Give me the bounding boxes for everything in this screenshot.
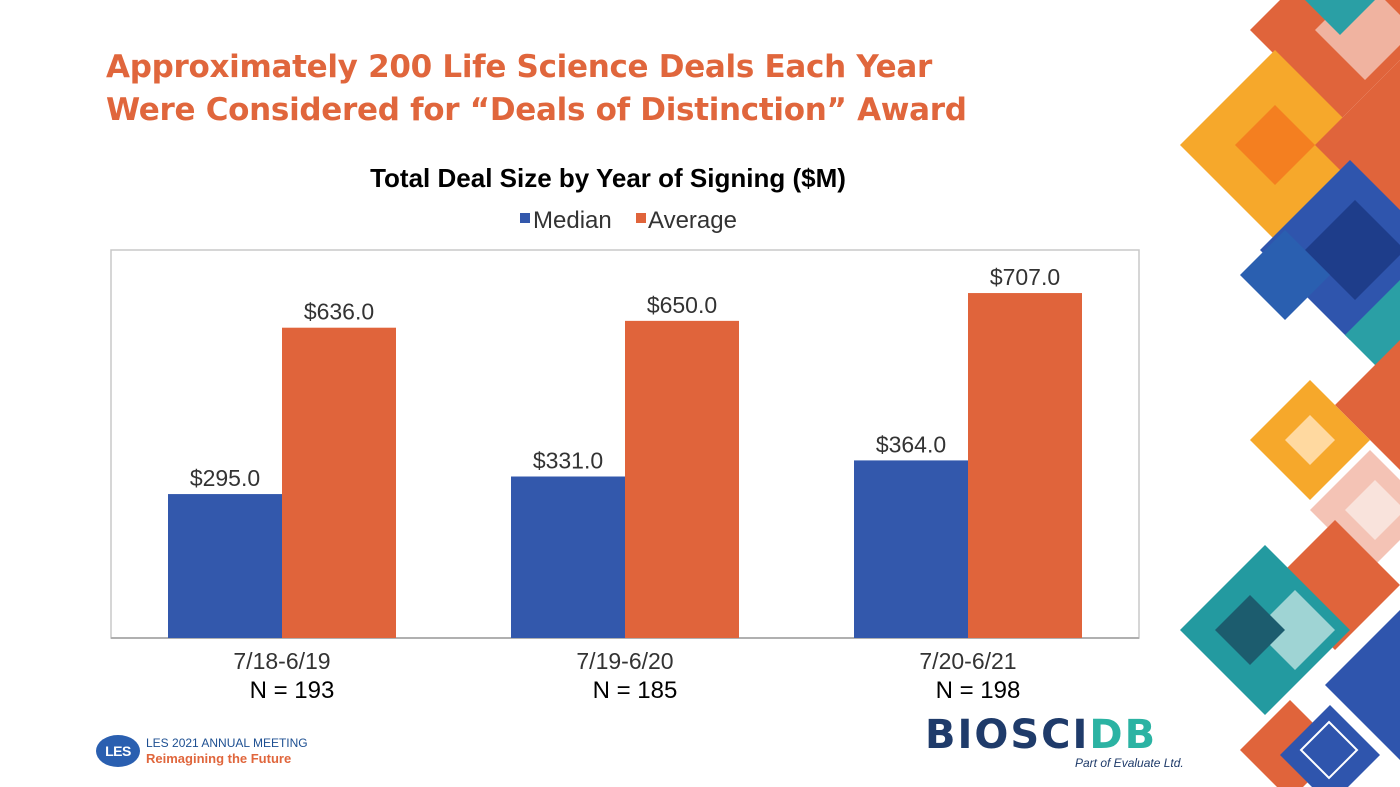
les-tagline: Reimagining the Future xyxy=(146,751,292,766)
logo-bio-text: BIOSCI xyxy=(925,712,1090,758)
les-meeting-name: LES 2021 ANNUAL MEETING xyxy=(146,736,308,750)
data-label-median-1: $295.0 xyxy=(190,465,260,491)
legend-label-median: Median xyxy=(533,207,612,234)
legend: Median Average xyxy=(520,207,737,234)
bars-layer: $295.0 $636.0 7/18-6/19 N = 193 $331.0 $650.0… xyxy=(168,264,1082,704)
bioscidb-logo: BIOSCIDB Part of Evaluate Ltd. xyxy=(925,712,1225,774)
bar-average-1 xyxy=(282,327,396,638)
sample-size-label-3: N = 198 xyxy=(936,677,1021,704)
data-label-average-1: $636.0 xyxy=(304,299,374,325)
logo-subtitle: Part of Evaluate Ltd. xyxy=(1075,756,1184,770)
x-tick-label-2: 7/19-6/20 xyxy=(576,648,673,674)
data-label-median-3: $364.0 xyxy=(876,431,946,457)
bar-average-3 xyxy=(968,293,1082,638)
legend-label-average: Average xyxy=(648,207,737,234)
bar-median-3 xyxy=(854,460,968,638)
legend-swatch-median xyxy=(520,213,530,223)
bar-median-1 xyxy=(168,494,282,638)
slide-title-line-1: Approximately 200 Life Science Deals Eac… xyxy=(106,49,932,85)
bar-median-2 xyxy=(511,476,625,638)
bar-average-2 xyxy=(625,320,739,638)
les-text-block: LES 2021 ANNUAL MEETING Reimagining the … xyxy=(146,735,308,767)
data-label-average-2: $650.0 xyxy=(647,292,717,318)
data-label-average-3: $707.0 xyxy=(990,264,1060,290)
logo-db-text: DB xyxy=(1089,712,1158,758)
slide-title: Approximately 200 Life Science Deals Eac… xyxy=(106,46,1106,132)
chart-title: Total Deal Size by Year of Signing ($M) xyxy=(370,163,846,193)
sample-size-label-2: N = 185 xyxy=(593,677,678,704)
slide-title-line-2: Were Considered for “Deals of Distinctio… xyxy=(106,92,967,128)
bioscidb-wordmark: BIOSCIDB xyxy=(925,712,1157,758)
diamond-tiles xyxy=(1180,0,1400,787)
x-tick-label-3: 7/20-6/21 xyxy=(919,648,1016,674)
data-label-median-2: $331.0 xyxy=(533,448,603,474)
sample-size-label-1: N = 193 xyxy=(250,677,335,704)
x-tick-label-1: 7/18-6/19 xyxy=(233,648,330,674)
les-badge-icon: LES xyxy=(96,735,140,767)
legend-swatch-average xyxy=(636,213,646,223)
